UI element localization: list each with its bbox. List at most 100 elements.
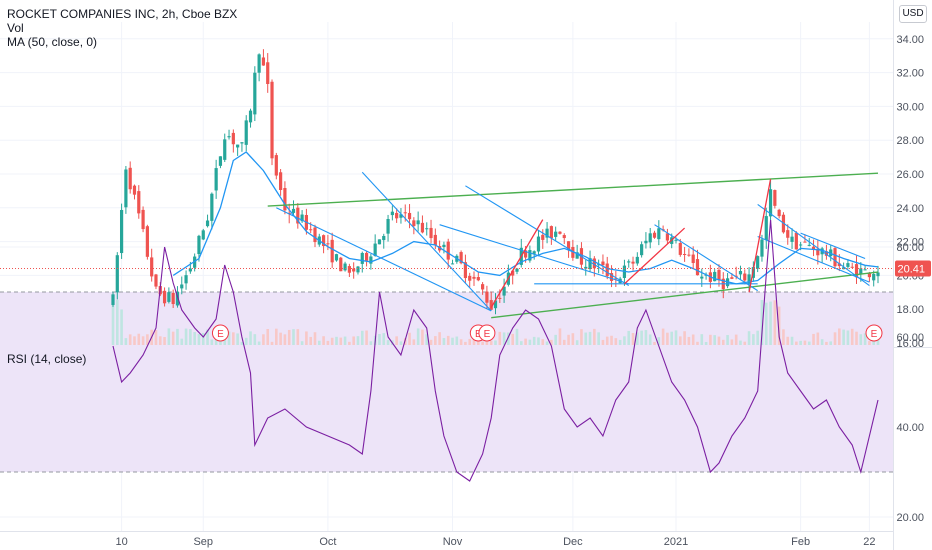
candle-body: [829, 249, 833, 257]
volume-bar: [666, 332, 669, 345]
volume-bar: [545, 341, 549, 345]
candle-body: [695, 259, 700, 276]
volume-bar: [644, 330, 648, 345]
candle-body: [352, 268, 356, 272]
volume-bar: [141, 336, 145, 345]
candle-body: [635, 256, 639, 264]
candle-body: [794, 232, 798, 250]
candle-body: [446, 241, 450, 260]
volume-bar: [515, 328, 519, 345]
volume-bar: [120, 309, 123, 345]
candle-body: [321, 235, 326, 247]
candle-body: [609, 273, 614, 281]
currency-badge[interactable]: USD: [899, 5, 927, 23]
candle-body: [859, 268, 863, 274]
volume-bar: [468, 338, 472, 345]
candle-body: [489, 300, 493, 310]
volume-bar: [760, 299, 764, 345]
trendline-red: [748, 178, 772, 293]
price-tick-label: 18.00: [896, 304, 924, 316]
volume-bar: [700, 334, 704, 345]
candle-body: [395, 212, 399, 219]
candle-body: [407, 212, 412, 220]
earnings-marker-label: E: [871, 329, 878, 340]
volume-bar: [244, 337, 248, 345]
price-tick-label: 28.00: [896, 135, 924, 147]
volume-bar: [184, 328, 188, 345]
volume-bar: [438, 332, 441, 345]
volume-bar: [653, 341, 656, 345]
volume-bar: [713, 335, 716, 345]
candle-body: [343, 263, 347, 271]
volume-bar: [580, 329, 583, 345]
candle-body: [347, 266, 351, 273]
candle-body: [218, 156, 223, 166]
candle-body: [326, 243, 330, 245]
volume-bar: [584, 332, 588, 345]
candle-body: [872, 274, 876, 281]
volume-bar: [240, 341, 244, 345]
trendline-blue: [361, 171, 492, 312]
volume-bar: [236, 333, 239, 345]
candle-body: [119, 209, 124, 254]
volume-bar: [807, 341, 811, 345]
volume-bar: [730, 339, 734, 345]
candle-body: [403, 212, 407, 214]
candle-body: [364, 252, 369, 261]
volume-bar: [726, 335, 729, 345]
candle-body: [175, 291, 180, 306]
time-tick-label: Feb: [791, 536, 810, 548]
trendline-blue: [439, 224, 629, 285]
candle-body: [442, 244, 446, 248]
volume-bar: [309, 336, 312, 345]
volume-bar: [846, 330, 850, 345]
volume-bar: [412, 339, 416, 345]
candle-body: [846, 263, 850, 267]
candle-body: [274, 155, 278, 176]
rsi-tick-label: 60.00: [896, 332, 924, 344]
candle-body: [528, 250, 532, 261]
ma-legend: MA (50, close, 0): [7, 35, 98, 49]
candle-body: [700, 276, 704, 279]
candle-body: [592, 258, 596, 269]
trendline-blue: [757, 203, 870, 286]
volume-bar: [124, 338, 128, 345]
candle-body: [236, 144, 240, 148]
volume-bar: [395, 336, 398, 345]
candle-body: [115, 255, 119, 293]
last-price-value: 20.41: [897, 263, 925, 275]
volume-bar: [519, 341, 523, 345]
candle-body: [644, 240, 648, 244]
volume-bar: [588, 331, 592, 345]
volume-bar: [743, 341, 747, 345]
volume-bar: [554, 334, 557, 345]
volume-legend: Vol: [7, 21, 24, 35]
candle-body: [627, 261, 631, 263]
candle-body: [545, 228, 549, 238]
candle-body: [150, 257, 154, 277]
candle-body: [184, 275, 188, 284]
volume-bar: [429, 339, 433, 345]
price-tick-label: 16.00: [896, 338, 924, 350]
volume-bar: [575, 340, 579, 345]
volume-bar: [154, 330, 158, 345]
candle-body: [377, 239, 382, 245]
trendline-blue: [465, 185, 630, 287]
volume-bar: [189, 329, 192, 345]
rsi-tick-label: 40.00: [896, 422, 924, 434]
candle-body: [730, 277, 734, 279]
candle-body: [180, 284, 184, 289]
volume-bar: [717, 336, 721, 345]
volume-bar: [661, 328, 665, 345]
volume-bar: [683, 331, 686, 345]
candle-body: [334, 254, 339, 261]
candle-body: [777, 209, 781, 217]
volume-bar: [498, 331, 502, 345]
volume-bar: [825, 341, 828, 345]
volume-bar: [489, 340, 493, 345]
volume-bar: [335, 336, 338, 345]
volume-bar: [326, 340, 330, 345]
volume-bar: [167, 328, 171, 345]
time-tick-label: Sep: [193, 536, 213, 548]
volume-bar: [201, 332, 205, 345]
